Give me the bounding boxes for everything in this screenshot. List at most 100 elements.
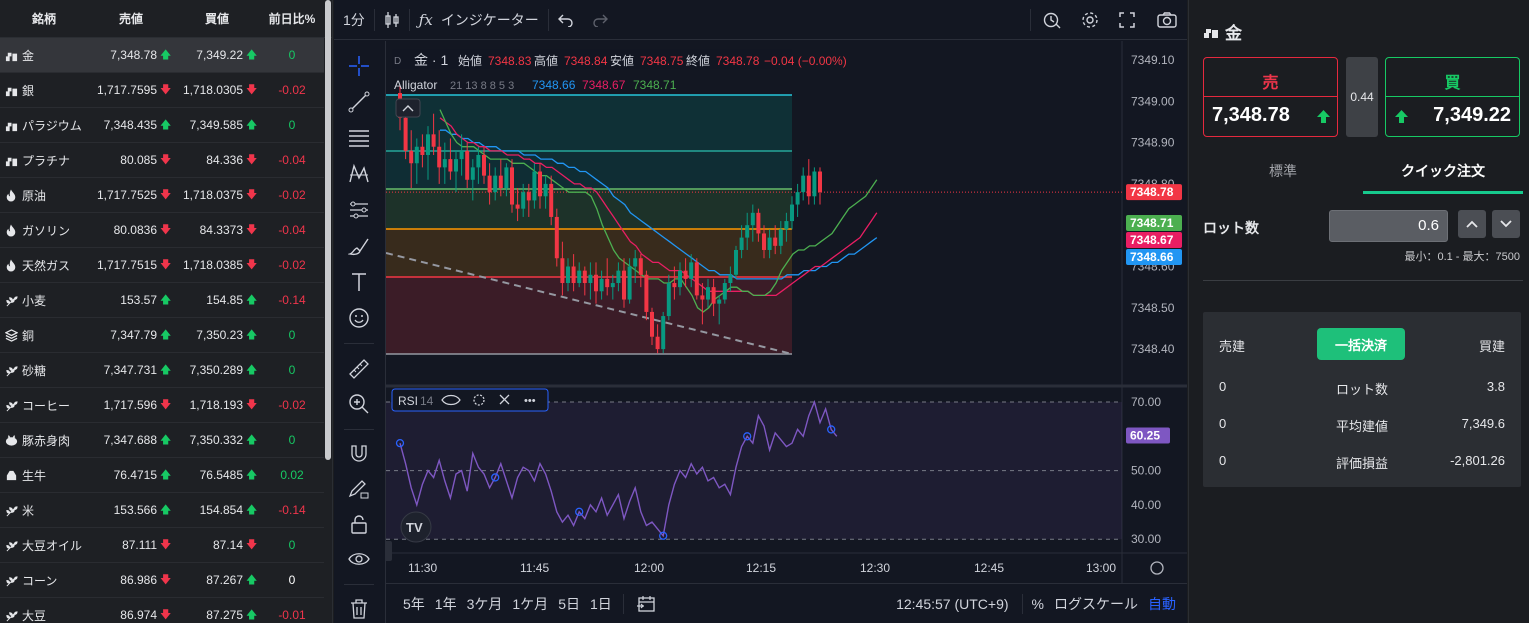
watchlist-row[interactable]: プラチナ 80.085 🡇 84.336 🡇 -0.04	[0, 143, 324, 178]
arrow-down-icon: 🡇	[160, 83, 172, 96]
log-scale-toggle[interactable]: ログスケール	[1054, 595, 1138, 612]
date-range-button[interactable]	[630, 595, 662, 613]
axis-settings-icon[interactable]	[1150, 561, 1164, 575]
buy-button[interactable]: 買 7,349.22	[1385, 57, 1520, 137]
watchlist-row[interactable]: 豚赤身肉 7,347.688 🡅 7,350.332 🡅 0	[0, 423, 324, 458]
lot-decrease-button[interactable]	[1492, 210, 1520, 238]
arrow-up-icon: 🡅	[160, 48, 172, 61]
watchlist-row[interactable]: 米 153.566 🡅 154.854 🡅 -0.14	[0, 493, 324, 528]
prediction-tool[interactable]	[346, 197, 372, 223]
emoji-tool[interactable]	[346, 305, 372, 331]
screenshot-button[interactable]	[1147, 0, 1187, 40]
range-button[interactable]: 1日	[589, 595, 612, 612]
eye-icon[interactable]	[441, 394, 461, 406]
lock-drawing-tool[interactable]	[346, 476, 372, 502]
watchlist-row[interactable]: 砂糖 7,347.731 🡅 7,350.289 🡅 0	[0, 353, 324, 388]
brush-tool[interactable]	[346, 233, 372, 259]
candle-body	[554, 216, 559, 259]
settings-button[interactable]	[1073, 0, 1107, 40]
watchlist-row[interactable]: 大豆オイル 87.111 🡇 87.14 🡇 0	[0, 528, 324, 563]
range-button[interactable]: 1年	[434, 595, 457, 612]
watchlist-row[interactable]: 銀 1,717.7595 🡇 1,718.0305 🡇 -0.02	[0, 73, 324, 108]
lock-tool[interactable]	[346, 511, 372, 537]
legend-collapse-button[interactable]	[395, 98, 421, 118]
rsi-pivot-marker	[659, 531, 668, 540]
price-tag	[1126, 232, 1182, 248]
interval-button[interactable]: 1分	[343, 11, 365, 28]
replay-button[interactable]	[1031, 0, 1073, 40]
watchlist-row[interactable]: 生牛 76.4715 🡅 76.5485 🡅 0.02	[0, 458, 324, 493]
close-all-button[interactable]: 一括決済	[1317, 328, 1405, 360]
time-axis-label: 12:00	[634, 561, 664, 575]
sell-button[interactable]: 売 7,348.78	[1203, 57, 1338, 137]
arrow-up-icon: 🡅	[160, 468, 172, 481]
candle-body	[694, 262, 699, 296]
header-name[interactable]: 銘柄	[31, 12, 56, 26]
alligator-teeth-value: 7348.67	[582, 78, 626, 92]
watchlist-row[interactable]: 天然ガス 1,717.7515 🡇 1,718.0385 🡇 -0.02	[0, 248, 324, 283]
arrow-down-icon: 🡇	[246, 398, 258, 411]
sell-price-cell: 1,717.7525 🡇	[88, 186, 174, 205]
range-button[interactable]: 3ケ月	[466, 595, 503, 612]
fullscreen-button[interactable]	[1107, 0, 1147, 40]
collapse-handle[interactable]	[386, 541, 392, 561]
tab-quick-order[interactable]: クイック注文	[1363, 152, 1523, 194]
watchlist-row[interactable]: 小麦 153.57 🡅 154.85 🡅 -0.14	[0, 283, 324, 318]
close-icon[interactable]	[499, 394, 510, 405]
candle-body	[734, 249, 738, 275]
gear-icon[interactable]	[473, 394, 485, 406]
header-change[interactable]: 前日比%	[268, 12, 316, 26]
symbol-name-cell: 米	[0, 502, 88, 519]
range-button[interactable]: 5年	[403, 595, 425, 612]
brush-icon	[348, 238, 369, 256]
panel-divider	[1203, 280, 1523, 281]
indicators-button[interactable]: ƒx インジケーター	[410, 0, 548, 40]
lot-input[interactable]: 0.6	[1329, 210, 1448, 242]
rsi-pivot-marker	[491, 473, 500, 482]
sell-pnl: 0	[1219, 453, 1227, 468]
range-button[interactable]: 1ケ月	[512, 595, 549, 612]
watchlist-scrollbar[interactable]	[325, 0, 331, 460]
visibility-tool[interactable]	[346, 546, 372, 572]
chart-background	[386, 41, 1187, 583]
header-buy[interactable]: 買値	[204, 12, 229, 26]
crosshair-tool[interactable]	[346, 53, 372, 79]
candle-body	[778, 229, 783, 246]
watchlist-row[interactable]: パラジウム 7,348.435 🡅 7,349.585 🡅 0	[0, 108, 324, 143]
zoom-tool[interactable]	[346, 391, 372, 417]
candle-type-button[interactable]	[375, 0, 409, 40]
fib-tool[interactable]	[346, 125, 372, 151]
auto-scale-toggle[interactable]: 自動	[1148, 595, 1176, 612]
watchlist-row[interactable]: コーン 86.986 🡇 87.267 🡅 0	[0, 563, 324, 598]
arrow-up-icon: 🡅	[246, 433, 258, 446]
tab-standard[interactable]: 標準	[1269, 163, 1297, 179]
watchlist-row[interactable]: 銅 7,347.79 🡅 7,350.23 🡅 0	[0, 318, 324, 353]
arrow-up-icon: 🡅	[246, 363, 258, 376]
watchlist-row[interactable]: ガソリン 80.0836 🡇 84.3373 🡇 -0.04	[0, 213, 324, 248]
watchlist-row[interactable]: 大豆 86.974 🡇 87.275 🡅 -0.01	[0, 598, 324, 623]
redo-button[interactable]	[583, 0, 617, 40]
watchlist-row[interactable]: 原油 1,717.7525 🡇 1,718.0375 🡇 -0.02	[0, 178, 324, 213]
watchlist-row[interactable]: 金 7,348.78 🡅 7,349.22 🡅 0	[0, 38, 324, 73]
rsi-legend[interactable]	[391, 388, 549, 412]
tradingview-logo	[400, 511, 432, 543]
price-chart[interactable]: 7349.107349.007348.907348.807348.707348.…	[386, 41, 1187, 583]
measure-tool[interactable]	[346, 356, 372, 382]
trendline-tool[interactable]	[346, 89, 372, 115]
watchlist-row[interactable]: コーヒー 1,717.596 🡇 1,718.193 🡇 -0.02	[0, 388, 324, 423]
range-button[interactable]: 5日	[558, 595, 580, 612]
undo-button[interactable]	[549, 0, 583, 40]
pattern-tool[interactable]	[346, 161, 372, 187]
lot-increase-button[interactable]	[1458, 210, 1486, 238]
text-tool[interactable]	[346, 269, 372, 295]
buy-price-cell: 7,350.332 🡅	[174, 431, 260, 450]
header-sell[interactable]: 売値	[118, 12, 143, 26]
flame-icon	[4, 223, 18, 237]
percent-toggle[interactable]: %	[1031, 595, 1044, 612]
symbol-name-cell: 生牛	[0, 467, 88, 484]
delete-tool[interactable]	[346, 596, 372, 622]
fib-trend-line[interactable]	[386, 252, 793, 355]
magnet-tool[interactable]	[346, 441, 372, 467]
rsi-line	[399, 399, 838, 538]
candle-body	[560, 258, 565, 284]
